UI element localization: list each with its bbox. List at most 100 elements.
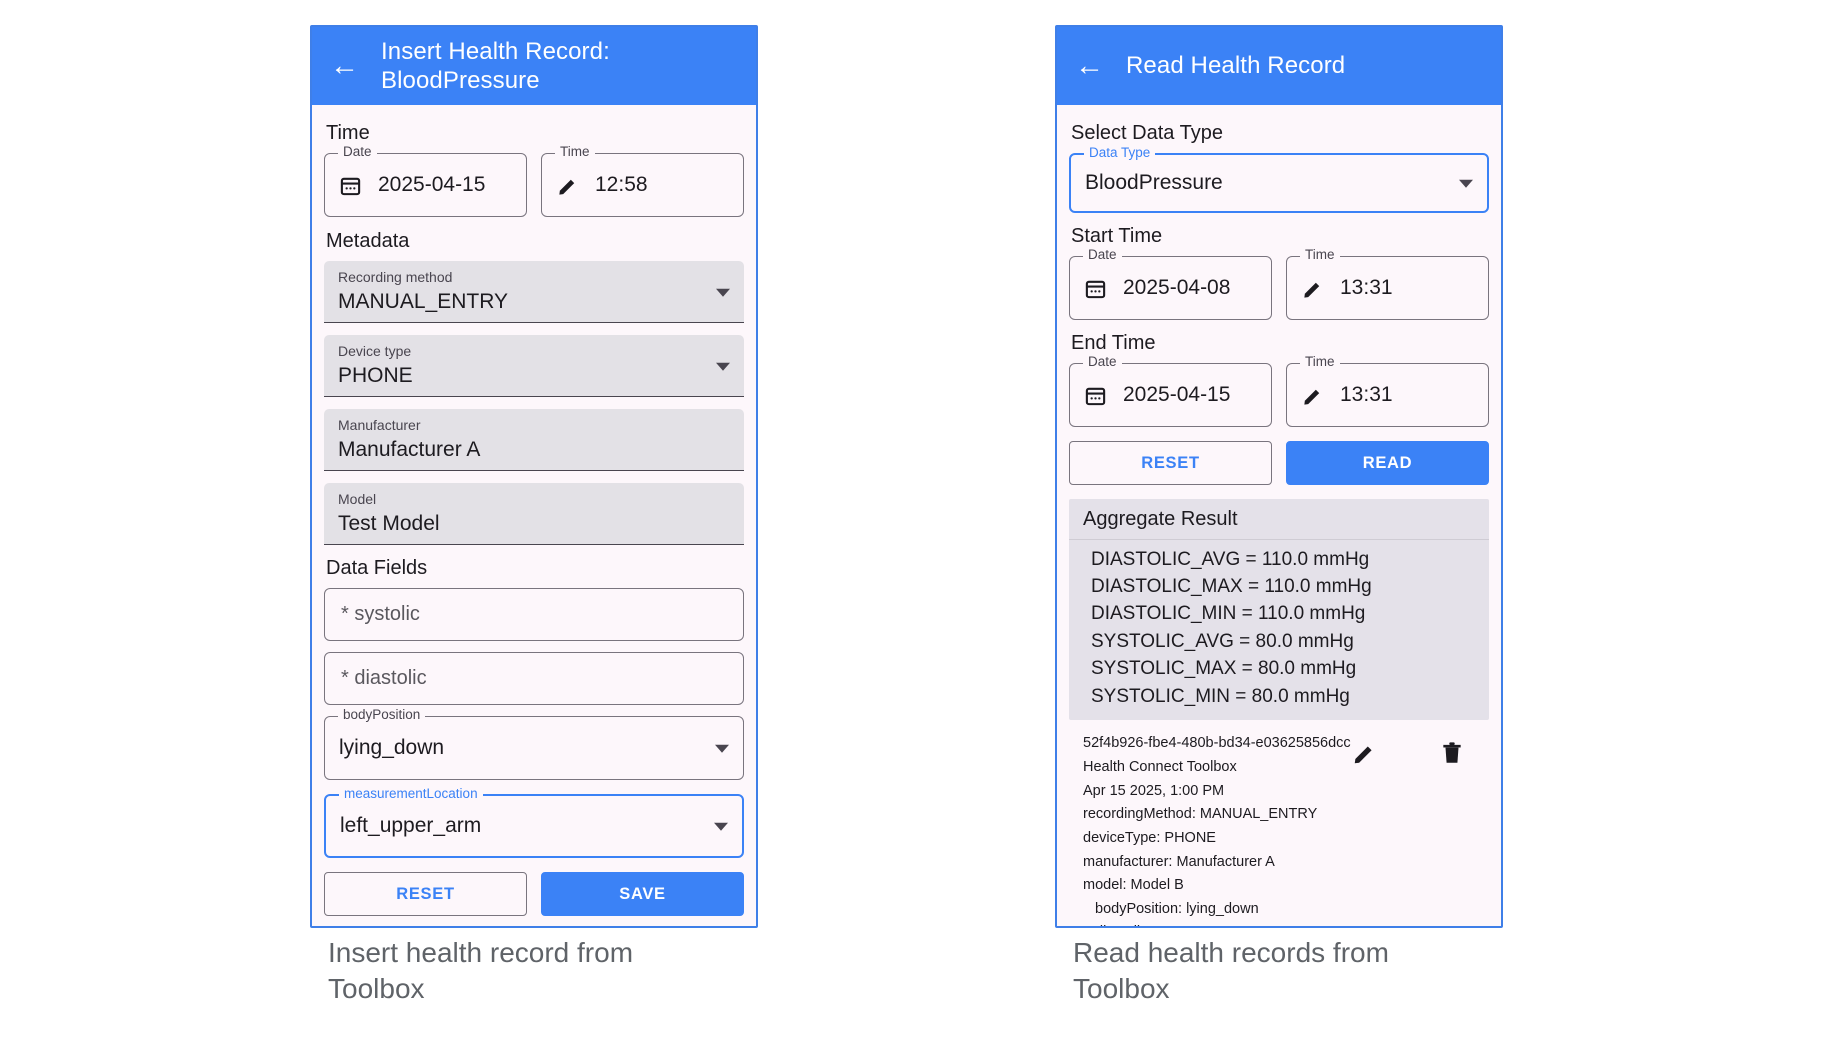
read-caption: Read health records from Toolbox <box>1073 937 1389 1004</box>
data-type-legend: Data Type <box>1084 146 1156 160</box>
insert-body: Time Date 2025-04-15 Time 12:58 <box>312 105 756 916</box>
start-time-row: Date 2025-04-08 Time 13:31 <box>1069 248 1489 320</box>
time-row: Date 2025-04-15 Time 12:58 <box>324 145 744 217</box>
end-time-row: Date 2025-04-15 Time 13:31 <box>1069 355 1489 427</box>
read-read-button[interactable]: READ <box>1286 441 1489 485</box>
chevron-down-icon[interactable] <box>716 288 730 297</box>
trash-icon[interactable] <box>1439 740 1465 771</box>
measurement-location-legend: measurementLocation <box>339 787 483 801</box>
model-field[interactable]: Model Test Model <box>324 483 744 545</box>
chevron-down-icon[interactable] <box>716 362 730 371</box>
body-position-legend: bodyPosition <box>338 708 426 722</box>
start-time-field[interactable]: Time 13:31 <box>1286 248 1489 320</box>
insert-reset-button[interactable]: RESET <box>324 872 527 916</box>
insert-save-button[interactable]: SAVE <box>541 872 744 916</box>
select-data-type-label: Select Data Type <box>1071 122 1223 144</box>
device-type-field[interactable]: Device type PHONE <box>324 335 744 397</box>
calendar-icon <box>339 174 362 197</box>
end-date-value: 2025-04-15 <box>1123 383 1231 406</box>
aggregate-result-title: Aggregate Result <box>1069 499 1489 540</box>
systolic-input[interactable]: * systolic <box>324 588 744 641</box>
read-button-row: RESET READ <box>1069 441 1489 485</box>
metadata-section-label: Metadata <box>326 230 410 252</box>
recording-method-label: Recording method <box>338 269 453 285</box>
record-detail-text: 52f4b926-fbe4-480b-bd34-e03625856dcc Hea… <box>1083 732 1475 926</box>
recording-method-value: MANUAL_ENTRY <box>338 289 508 313</box>
record-detail-item: 52f4b926-fbe4-480b-bd34-e03625856dcc Hea… <box>1069 720 1489 926</box>
start-time-legend: Time <box>1300 248 1340 262</box>
back-arrow-icon[interactable]: ← <box>1075 49 1104 82</box>
list-item: SYSTOLIC_MAX = 80.0 mmHg <box>1091 658 1357 680</box>
list-item: DIASTOLIC_MAX = 110.0 mmHg <box>1091 575 1372 597</box>
record-uuid: 52f4b926-fbe4-480b-bd34-e03625856dcc <box>1083 735 1351 752</box>
read-body: Select Data Type Data Type BloodPressure… <box>1057 105 1501 926</box>
record-action-row <box>1351 740 1465 771</box>
body-position-field[interactable]: bodyPosition lying_down <box>324 708 744 780</box>
read-appbar: ← Read Health Record <box>1057 27 1501 105</box>
end-date-legend: Date <box>1083 355 1122 369</box>
insert-date-field[interactable]: Date 2025-04-15 <box>324 145 527 217</box>
model-value: Test Model <box>338 511 440 535</box>
start-date-field[interactable]: Date 2025-04-08 <box>1069 248 1272 320</box>
data-type-select[interactable]: Data Type BloodPressure <box>1069 146 1489 213</box>
insert-time-field[interactable]: Time 12:58 <box>541 145 744 217</box>
read-appbar-title: Read Health Record <box>1126 52 1346 80</box>
manufacturer-field[interactable]: Manufacturer Manufacturer A <box>324 409 744 471</box>
insert-time-legend: Time <box>555 145 595 159</box>
end-date-field[interactable]: Date 2025-04-15 <box>1069 355 1272 427</box>
chevron-down-icon[interactable] <box>714 822 728 831</box>
record-recording-method: recordingMethod: MANUAL_ENTRY <box>1083 806 1318 823</box>
insert-button-row: RESET SAVE <box>324 872 744 916</box>
read-reset-button[interactable]: RESET <box>1069 441 1272 485</box>
chevron-down-icon[interactable] <box>715 744 729 753</box>
diastolic-input[interactable]: * diastolic <box>324 652 744 705</box>
measurement-location-field[interactable]: measurementLocation left_upper_arm <box>324 787 744 858</box>
list-item: SYSTOLIC_MIN = 80.0 mmHg <box>1091 685 1350 707</box>
aggregate-result-list: DIASTOLIC_AVG = 110.0 mmHg DIASTOLIC_MAX… <box>1069 540 1489 720</box>
record-app-name: Health Connect Toolbox <box>1083 759 1237 776</box>
record-timestamp: Apr 15 2025, 1:00 PM <box>1083 782 1225 799</box>
end-time-field[interactable]: Time 13:31 <box>1286 355 1489 427</box>
start-time-value: 13:31 <box>1340 276 1393 299</box>
back-arrow-icon[interactable]: ← <box>330 49 359 82</box>
recording-method-field[interactable]: Recording method MANUAL_ENTRY <box>324 261 744 323</box>
measurement-location-value: left_upper_arm <box>340 814 482 837</box>
end-time-label: End Time <box>1071 332 1156 354</box>
device-type-value: PHONE <box>338 363 413 387</box>
record-body-position: bodyPosition: lying_down <box>1095 900 1259 917</box>
start-date-value: 2025-04-08 <box>1123 276 1231 299</box>
pencil-icon <box>556 174 579 197</box>
end-time-legend: Time <box>1300 355 1340 369</box>
time-section-label: Time <box>326 122 370 144</box>
data-type-value: BloodPressure <box>1085 171 1223 194</box>
list-item: SYSTOLIC_AVG = 80.0 mmHg <box>1091 630 1354 652</box>
aggregate-result-card: Aggregate Result DIASTOLIC_AVG = 110.0 m… <box>1069 499 1489 721</box>
insert-health-record-panel: ← Insert Health Record: BloodPressure Ti… <box>310 25 758 928</box>
start-time-label: Start Time <box>1071 225 1163 247</box>
record-diastolic: diastolic: 110.0 mmHg <box>1083 921 1475 926</box>
insert-date-value: 2025-04-15 <box>378 173 486 196</box>
manufacturer-label: Manufacturer <box>338 417 421 433</box>
read-health-record-panel: ← Read Health Record Select Data Type Da… <box>1055 25 1503 928</box>
list-item: DIASTOLIC_MIN = 110.0 mmHg <box>1091 603 1366 625</box>
pencil-icon[interactable] <box>1351 740 1377 771</box>
list-item: DIASTOLIC_AVG = 110.0 mmHg <box>1091 548 1370 570</box>
insert-caption: Insert health record from Toolbox <box>328 937 634 1004</box>
calendar-icon <box>1084 384 1107 407</box>
model-label: Model <box>338 491 377 507</box>
record-device-type: deviceType: PHONE <box>1083 829 1216 846</box>
insert-date-legend: Date <box>338 145 377 159</box>
device-type-label: Device type <box>338 343 412 359</box>
chevron-down-icon[interactable] <box>1459 179 1473 188</box>
end-time-value: 13:31 <box>1340 383 1393 406</box>
record-manufacturer: manufacturer: Manufacturer A <box>1083 853 1275 870</box>
insert-appbar: ← Insert Health Record: BloodPressure <box>312 27 756 105</box>
insert-time-value: 12:58 <box>595 173 648 196</box>
calendar-icon <box>1084 277 1107 300</box>
pencil-icon <box>1301 277 1324 300</box>
manufacturer-value: Manufacturer A <box>338 437 481 461</box>
insert-appbar-title: Insert Health Record: BloodPressure <box>381 37 610 94</box>
data-fields-section-label: Data Fields <box>326 557 428 579</box>
pencil-icon <box>1301 384 1324 407</box>
